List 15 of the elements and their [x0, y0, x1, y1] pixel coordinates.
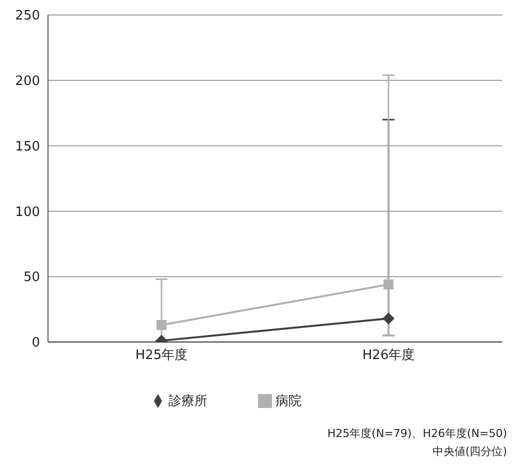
y-tick-label: 50	[23, 270, 40, 286]
legend-label: 病院	[276, 394, 302, 409]
x-tick-label: H25年度	[135, 347, 188, 364]
y-tick-label: 0	[32, 336, 40, 351]
x-tick-label: H26年度	[362, 347, 415, 364]
y-tick-label: 200	[15, 74, 40, 90]
legend-label: 診療所	[168, 394, 208, 409]
point	[156, 320, 166, 330]
point	[384, 279, 394, 290]
text: H25年度(N=79)、H26年度(N=50)	[327, 426, 507, 442]
y-tick-label: 150	[15, 139, 40, 154]
y-tick-label: 100	[15, 204, 40, 220]
point	[382, 312, 394, 324]
text: 中央値(四分位)	[431, 444, 507, 460]
y-tick-label: 250	[15, 8, 40, 24]
